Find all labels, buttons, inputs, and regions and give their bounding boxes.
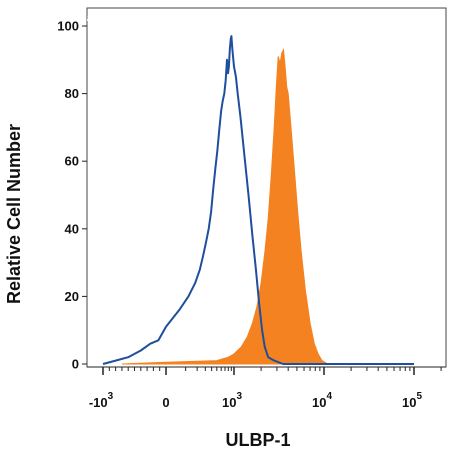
x-axis-title: ULBP-1	[225, 430, 290, 450]
x-tick-label: 105	[402, 391, 422, 410]
y-axis-title: Relative Cell Number	[4, 124, 24, 304]
x-tick-label: -103	[89, 391, 114, 410]
y-tick-label: 100	[57, 19, 79, 34]
x-tick-label: 104	[312, 391, 332, 410]
y-tick-label: 60	[65, 154, 79, 169]
x-tick-label: 103	[222, 391, 242, 410]
axes-layer: 0 20 40 60 80 100 -103 0 103 104 105	[57, 19, 446, 410]
x-tick-label: 0	[162, 395, 169, 410]
y-tick-label: 40	[65, 221, 79, 236]
series-outline-histogram	[102, 35, 414, 365]
series-layer	[102, 35, 414, 365]
y-tick-label: 20	[65, 289, 79, 304]
series-filled-histogram	[121, 47, 330, 365]
y-tick-label: 80	[65, 86, 79, 101]
y-tick-label: 0	[72, 357, 79, 372]
credit-text: with permission from R & D Systems	[22, 12, 184, 24]
